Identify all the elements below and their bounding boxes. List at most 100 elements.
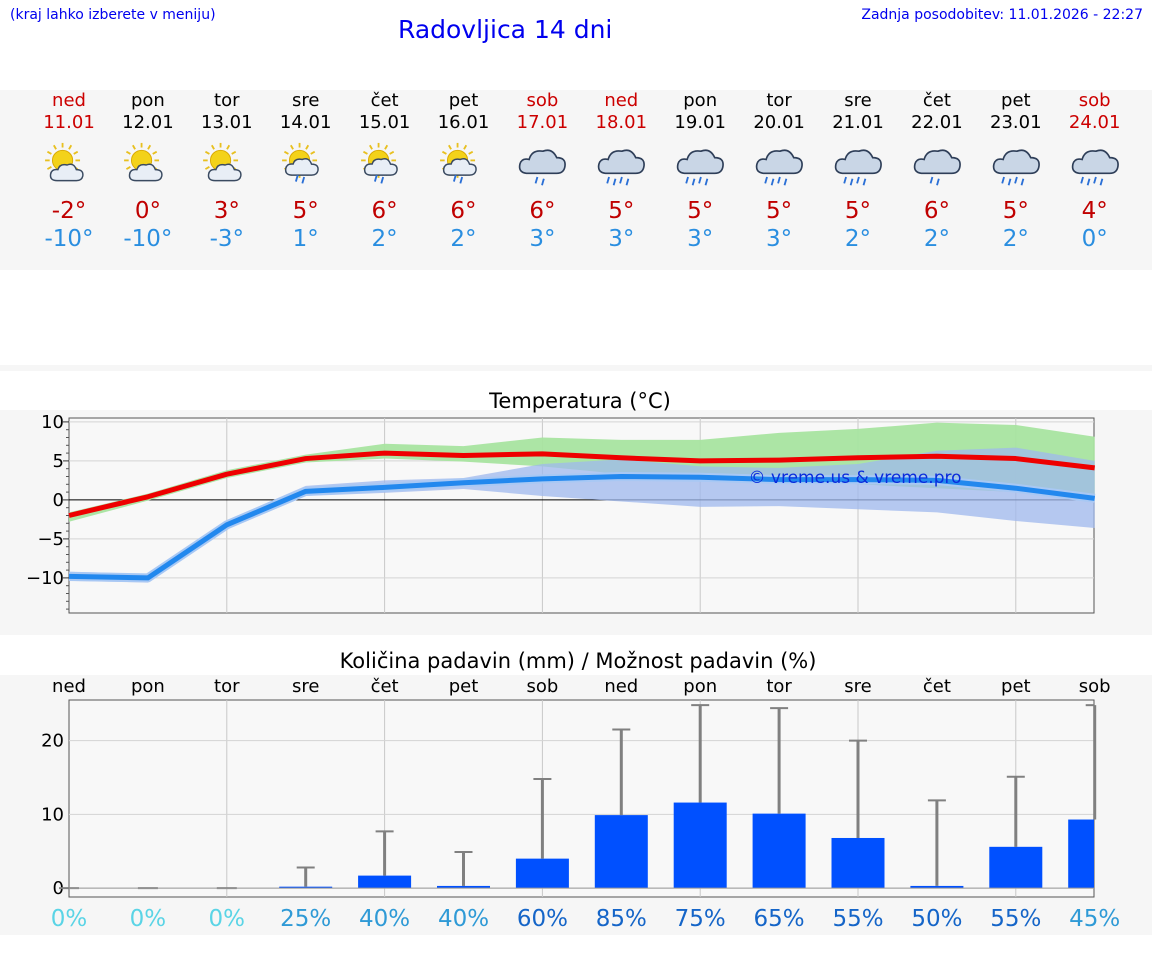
precipitation-probability: 40% bbox=[359, 906, 410, 932]
precipitation-bar bbox=[1068, 819, 1094, 889]
sun-cloud-icon bbox=[45, 142, 84, 182]
cloud-rain-icon bbox=[519, 149, 567, 186]
rain-drops-icon bbox=[373, 174, 384, 184]
day-name: pet bbox=[1001, 90, 1031, 111]
precipitation-probability: 0% bbox=[209, 906, 246, 932]
rain-drops-icon bbox=[843, 176, 867, 186]
temp-min: 2° bbox=[923, 226, 950, 252]
header-hint[interactable]: (kraj lahko izberete v meniju) bbox=[10, 7, 216, 23]
cloud-icon bbox=[913, 149, 961, 175]
x-category-label: ned bbox=[604, 676, 638, 697]
cloud-heavy-rain-icon bbox=[676, 149, 725, 186]
temp-max: 5° bbox=[844, 198, 872, 224]
precipitation-probability: 65% bbox=[754, 906, 805, 932]
forecast-strip bbox=[0, 90, 1152, 270]
temp-max: 5° bbox=[292, 198, 319, 224]
day-name: ned bbox=[604, 90, 639, 111]
rain-drops-icon bbox=[294, 174, 305, 184]
day-date: 23.01 bbox=[990, 112, 1042, 133]
day-name: sob bbox=[1078, 90, 1111, 111]
day-date: 11.01 bbox=[43, 112, 95, 133]
y-tick-label: 0 bbox=[53, 878, 64, 899]
temp-max: 6° bbox=[529, 198, 556, 224]
day-date: 14.01 bbox=[279, 112, 332, 133]
precipitation-bar bbox=[831, 837, 885, 889]
temp-min: 2° bbox=[450, 226, 477, 252]
precipitation-probability: 60% bbox=[517, 906, 568, 932]
precipitation-probability: 0% bbox=[130, 906, 167, 932]
day-date: 15.01 bbox=[358, 112, 411, 133]
precipitation-chart-title: Količina padavin (mm) / Možnost padavin … bbox=[340, 649, 817, 673]
sun-cloud-icon bbox=[123, 142, 163, 182]
cloud-icon bbox=[442, 157, 477, 176]
x-category-label: pon bbox=[131, 676, 165, 697]
cloud-heavy-rain-icon bbox=[992, 149, 1040, 186]
temperature-chart: Temperatura (°C) 10 5 0 −5 −10 © vreme.us & v… bbox=[0, 389, 1152, 635]
forecast-day: pet 16.01 6° 2° bbox=[424, 90, 504, 253]
temp-min: 3° bbox=[687, 226, 714, 252]
cloud-icon bbox=[207, 163, 242, 182]
x-category-label: čet bbox=[371, 676, 399, 697]
forecast-day: čet 22.01 6° 2° bbox=[897, 90, 977, 253]
temp-max: 6° bbox=[923, 198, 950, 224]
day-date: 19.01 bbox=[674, 112, 726, 133]
day-name: sre bbox=[291, 90, 320, 111]
page-title: Radovljica 14 dni bbox=[398, 15, 613, 44]
precipitation-probability: 40% bbox=[438, 906, 489, 932]
temp-min: -10° bbox=[123, 226, 173, 252]
day-name: ned bbox=[52, 90, 86, 111]
cloud-icon bbox=[1071, 149, 1119, 175]
day-name: pon bbox=[683, 90, 718, 111]
precipitation-probability: 25% bbox=[280, 906, 331, 932]
sun-cloud-rain-icon bbox=[360, 142, 398, 184]
cloud-heavy-rain-icon bbox=[598, 149, 646, 186]
day-date: 12.01 bbox=[122, 112, 174, 133]
x-category-label: čet bbox=[923, 676, 951, 697]
y-tick-label: −5 bbox=[37, 529, 64, 550]
y-tick-label: 5 bbox=[53, 451, 64, 472]
day-date: 24.01 bbox=[1068, 112, 1121, 133]
cloud-icon bbox=[676, 149, 725, 175]
temp-max: 5° bbox=[1002, 198, 1029, 224]
temp-min: -3° bbox=[209, 226, 245, 252]
precipitation-bar bbox=[594, 815, 648, 889]
temp-max: 3° bbox=[213, 198, 240, 224]
cloud-icon bbox=[128, 163, 163, 182]
precipitation-chart: Količina padavin (mm) / Možnost padavin … bbox=[0, 649, 1152, 935]
precipitation-bar bbox=[437, 885, 490, 889]
watermark: © vreme.us & vreme.pro bbox=[748, 468, 961, 488]
day-date: 21.01 bbox=[832, 112, 884, 133]
forecast-day: sre 14.01 5° 1° bbox=[266, 90, 346, 253]
cloud-heavy-rain-icon bbox=[834, 149, 882, 186]
day-name: pet bbox=[448, 90, 479, 111]
day-name: pon bbox=[130, 90, 165, 111]
rain-drops-icon bbox=[1001, 176, 1025, 186]
temp-max: 6° bbox=[450, 198, 477, 224]
sun-cloud-rain-icon bbox=[439, 142, 477, 184]
forecast-day: sob 17.01 6° 3° bbox=[502, 90, 582, 253]
day-name: sre bbox=[844, 90, 872, 111]
precipitation-bar bbox=[910, 885, 964, 889]
last-updated: Zadnja posodobitev: 11.01.2026 - 22:27 bbox=[861, 7, 1143, 23]
day-date: 22.01 bbox=[911, 112, 963, 133]
min-temp-line bbox=[68, 474, 1096, 581]
temp-min: 2° bbox=[371, 226, 398, 252]
precipitation-bar bbox=[989, 846, 1043, 889]
precipitation-bar bbox=[673, 802, 727, 889]
temp-min: -10° bbox=[44, 226, 94, 252]
day-name: čet bbox=[370, 90, 399, 111]
temp-min: 1° bbox=[292, 226, 319, 252]
cloud-icon bbox=[755, 149, 803, 175]
day-date: 16.01 bbox=[437, 112, 490, 133]
temp-min: 2° bbox=[844, 226, 872, 252]
cloud-icon bbox=[519, 149, 567, 175]
forecast-day: ned 11.01 -2° -10° bbox=[29, 90, 109, 253]
day-name: sob bbox=[526, 90, 559, 111]
temp-max: 6° bbox=[371, 198, 398, 224]
day-name: tor bbox=[766, 90, 792, 111]
precipitation-probability: 75% bbox=[675, 906, 726, 932]
cloud-icon bbox=[49, 163, 84, 182]
temp-min: 2° bbox=[1002, 226, 1029, 252]
forecast-day: pon 19.01 5° 3° bbox=[660, 90, 740, 253]
plot-area bbox=[68, 699, 1095, 898]
